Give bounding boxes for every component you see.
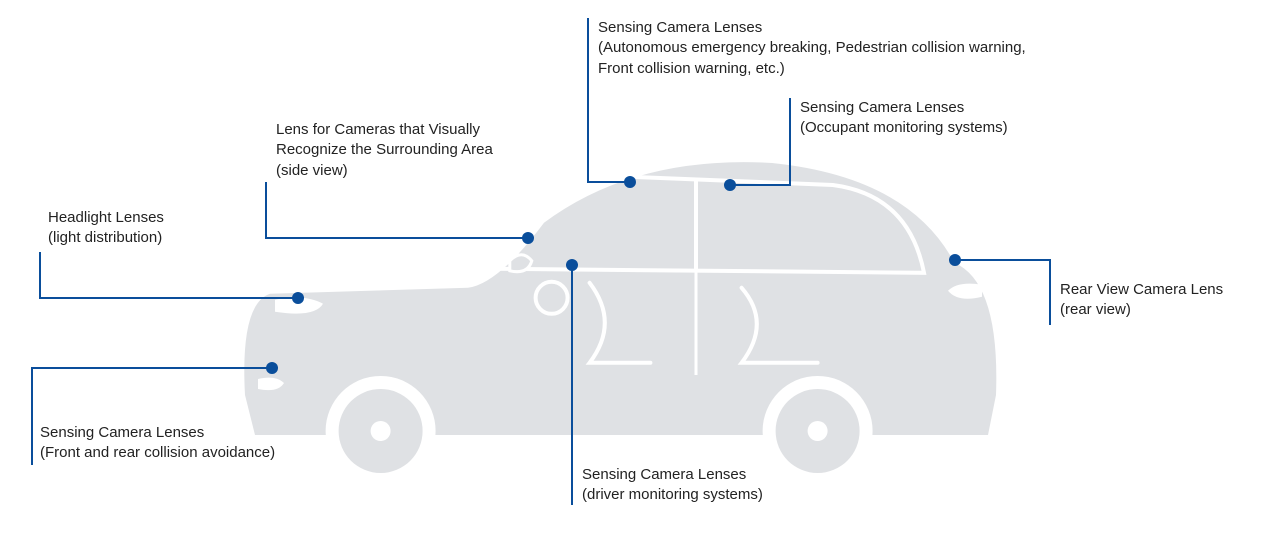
callout-title: Headlight Lenses: [48, 208, 164, 228]
callout-label-aeb: Sensing Camera Lenses(Autonomous emergen…: [598, 18, 1026, 79]
callout-dot-front-collision: [266, 362, 278, 374]
callout-label-front-collision: Sensing Camera Lenses(Front and rear col…: [40, 423, 275, 464]
callout-subtitle: (Autonomous emergency breaking, Pedestri…: [598, 38, 1026, 79]
callout-title: Sensing Camera Lenses: [598, 18, 1026, 38]
callout-title: Sensing Camera Lenses: [40, 423, 275, 443]
callout-dot-driver-monitor: [566, 259, 578, 271]
callout-dot-occupant: [724, 179, 736, 191]
callout-subtitle: Recognize the Surrounding Area (side vie…: [276, 140, 493, 181]
callout-dot-aeb: [624, 176, 636, 188]
car-lens-diagram: Headlight Lenses(light distribution) Sens…: [0, 0, 1280, 540]
callout-subtitle: (rear view): [1060, 300, 1223, 320]
callout-title: Rear View Camera Lens: [1060, 280, 1223, 300]
callout-subtitle: (Occupant monitoring systems): [800, 118, 1008, 138]
callout-subtitle: (Front and rear collision avoidance): [40, 443, 275, 463]
callout-title: Sensing Camera Lenses: [582, 465, 763, 485]
callout-label-driver-monitor: Sensing Camera Lenses(driver monitoring …: [582, 465, 763, 506]
callout-label-headlight: Headlight Lenses(light distribution): [48, 208, 164, 249]
callout-leader-occupant: [730, 98, 790, 185]
callout-dot-rear-view: [949, 254, 961, 266]
callout-leader-side-view: [266, 182, 528, 238]
callout-label-side-view: Lens for Cameras that VisuallyRecognize …: [276, 120, 493, 181]
callout-dot-headlight: [292, 292, 304, 304]
callout-title: Sensing Camera Lenses: [800, 98, 1008, 118]
callout-title: Lens for Cameras that Visually: [276, 120, 493, 140]
callout-label-occupant: Sensing Camera Lenses(Occupant monitorin…: [800, 98, 1008, 139]
callout-subtitle: (driver monitoring systems): [582, 485, 763, 505]
callout-leader-headlight: [40, 252, 298, 298]
callout-subtitle: (light distribution): [48, 228, 164, 248]
callout-leader-rear-view: [955, 260, 1050, 325]
callout-dot-side-view: [522, 232, 534, 244]
callout-label-rear-view: Rear View Camera Lens(rear view): [1060, 280, 1223, 321]
